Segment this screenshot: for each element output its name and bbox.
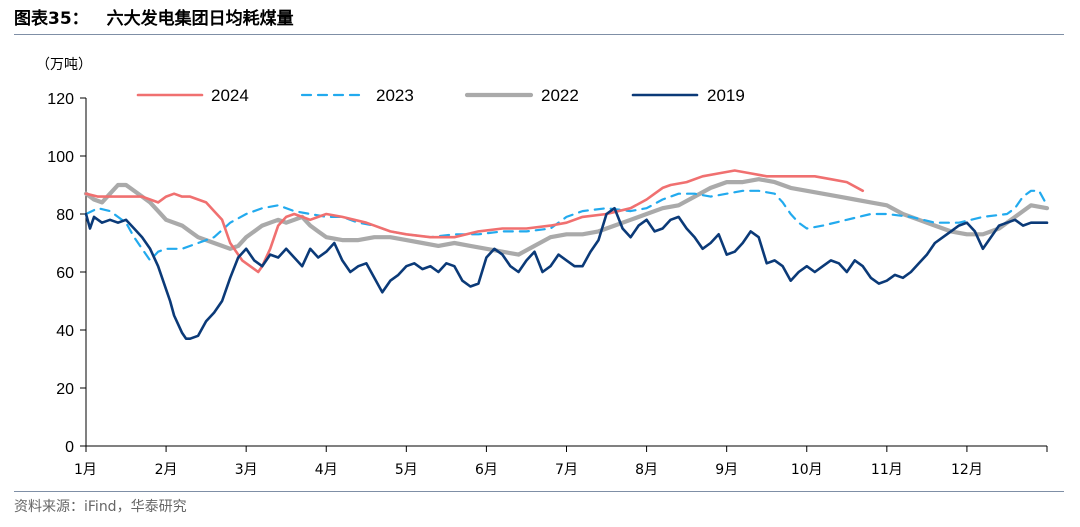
chart-legend: 2024 2023 2022 2019 (136, 86, 745, 105)
figure-label: 图表35： (14, 9, 89, 29)
y-tick-label: 80 (56, 207, 74, 224)
series-line-2022 (83, 177, 1050, 257)
legend-label: 2019 (707, 86, 745, 105)
y-tick-label: 40 (56, 323, 74, 340)
series-line-2023 (84, 189, 1049, 262)
x-tick-label: 6月 (475, 462, 498, 478)
chart-axes: 0 20 40 60 80 100 120 1月 2月 3月 4月 5月 6月 7月 8月 9月 10月 11月 1… (47, 91, 1048, 478)
x-tick-label: 10月 (791, 462, 823, 478)
bottom-divider (14, 491, 1064, 492)
x-tick-label: 5月 (395, 462, 418, 478)
legend-item-2024: 2024 (136, 86, 249, 105)
x-tick-label: 8月 (635, 462, 658, 478)
legend-item-2019: 2019 (631, 86, 745, 105)
x-tick-label: 2月 (155, 462, 178, 478)
legend-label: 2022 (541, 86, 579, 105)
x-tick-label: 7月 (555, 462, 578, 478)
series-line-2019 (84, 206, 1049, 341)
y-tick-label: 60 (56, 265, 74, 282)
top-divider (14, 34, 1064, 35)
y-tick-label: 100 (47, 149, 74, 166)
x-tick-label: 1月 (74, 462, 97, 478)
chart-series (83, 169, 1050, 341)
figure-title-bar: 图表35： 六大发电集团日均耗煤量 (14, 4, 294, 34)
page-title: 六大发电集团日均耗煤量 (106, 9, 294, 29)
y-tick-label: 0 (65, 439, 74, 456)
legend-label: 2023 (376, 86, 414, 105)
source-note: 资料来源：iFind，华泰研究 (14, 499, 187, 515)
x-tick-label: 11月 (871, 462, 903, 478)
legend-label: 2024 (211, 86, 249, 105)
x-tick-label: 3月 (235, 462, 258, 478)
x-tick-label: 9月 (715, 462, 738, 478)
series-line-2024 (84, 169, 865, 274)
legend-item-2022: 2022 (464, 86, 579, 105)
x-tick-label: 12月 (951, 462, 983, 478)
y-axis-unit-label: （万吨） (36, 57, 92, 73)
y-tick-label: 20 (56, 381, 74, 398)
y-tick-label: 120 (47, 91, 74, 108)
x-tick-label: 4月 (315, 462, 338, 478)
legend-item-2023: 2023 (300, 86, 414, 105)
